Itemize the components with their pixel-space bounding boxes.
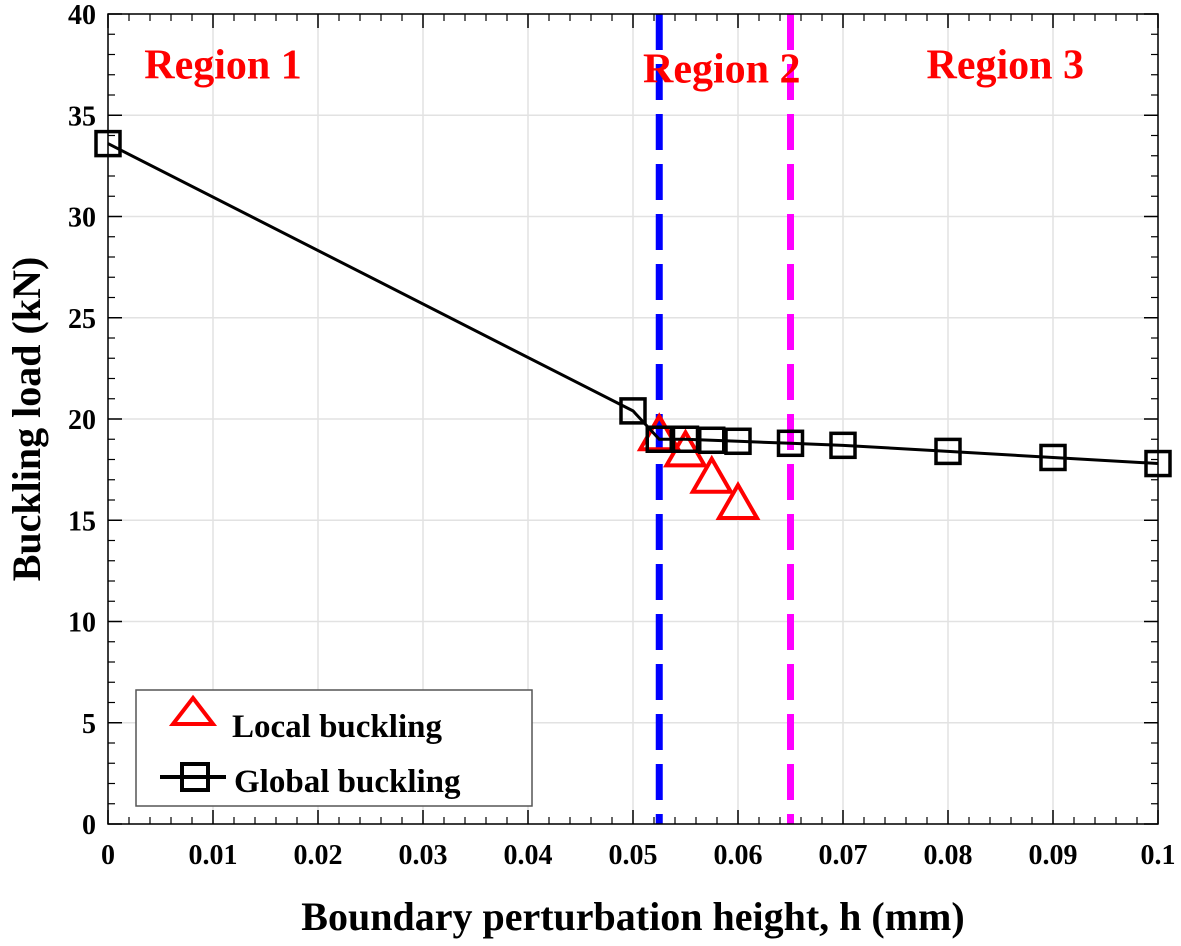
global-buckling-point bbox=[1144, 449, 1172, 478]
global-buckling-point bbox=[1039, 443, 1067, 472]
y-tick-label: 15 bbox=[68, 506, 96, 537]
legend-square-icon bbox=[180, 762, 210, 792]
x-tick-label: 0.06 bbox=[714, 840, 763, 871]
x-tick-label: 0.03 bbox=[399, 840, 448, 871]
series-line-global bbox=[107, 142, 1159, 466]
local-buckling-point bbox=[715, 481, 761, 521]
axes: 0 0.01 0.02 0.03 0.04 0.05 0.06 0.07 0.08 0.09 0.1… bbox=[68, 0, 1176, 871]
global-buckling-point bbox=[724, 427, 752, 456]
global-buckling-point bbox=[698, 426, 726, 455]
global-buckling-point bbox=[671, 425, 700, 453]
y-tick-label: 35 bbox=[68, 101, 96, 132]
y-tick-label: 40 bbox=[68, 0, 96, 31]
y-tick-label: 30 bbox=[68, 203, 96, 234]
x-tick-label: 0.01 bbox=[189, 840, 238, 871]
global-buckling-point bbox=[619, 397, 647, 425]
y-tick-label: 25 bbox=[68, 304, 96, 335]
local-buckling-point bbox=[689, 454, 735, 494]
global-buckling-point bbox=[645, 425, 673, 453]
y-axis-label: Buckling load (kN) bbox=[4, 257, 49, 582]
local-buckling-point bbox=[636, 412, 682, 452]
x-tick-label: 0.04 bbox=[504, 840, 553, 871]
legend-label-local: Local buckling bbox=[232, 709, 442, 745]
local-buckling-point bbox=[663, 428, 708, 468]
global-buckling-point bbox=[829, 431, 857, 460]
region-label: Region 1 bbox=[144, 43, 302, 89]
y-tick-label: 5 bbox=[82, 709, 96, 740]
global-buckling-point bbox=[94, 129, 122, 158]
x-axis-label: Boundary perturbation height, h (mm) bbox=[301, 894, 964, 939]
y-tick-label: 0 bbox=[82, 810, 96, 841]
series bbox=[94, 129, 1172, 521]
plot-frame bbox=[107, 13, 1159, 825]
region-label: Region 3 bbox=[927, 43, 1085, 89]
legend-triangle-icon bbox=[168, 694, 218, 726]
legend: Local buckling Global buckling bbox=[135, 689, 533, 807]
global-buckling-point bbox=[934, 437, 962, 466]
region-labels: Region 1 Region 2 Region 3 bbox=[144, 43, 1084, 93]
global-buckling-point bbox=[776, 429, 805, 458]
x-tick-label: 0.08 bbox=[924, 840, 973, 871]
x-tick-label: 0.02 bbox=[294, 840, 343, 871]
x-tick-label: 0.07 bbox=[819, 840, 868, 871]
x-tick-label: 0 bbox=[101, 840, 115, 871]
legend-label-global: Global buckling bbox=[234, 764, 461, 800]
x-tick-label: 0.05 bbox=[609, 840, 658, 871]
y-tick-label: 10 bbox=[68, 608, 96, 639]
region-label: Region 2 bbox=[643, 47, 801, 93]
y-tick-label: 20 bbox=[68, 405, 96, 436]
x-tick-label: 0.1 bbox=[1141, 840, 1176, 871]
x-tick-label: 0.09 bbox=[1029, 840, 1078, 871]
